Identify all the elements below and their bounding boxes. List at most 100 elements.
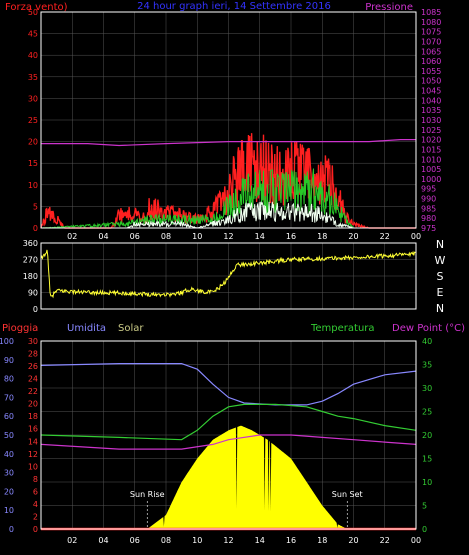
- humidity-tick-label: 20: [4, 487, 14, 496]
- temperature-tick-label: 25: [422, 408, 432, 417]
- x-tick-label: 06: [130, 232, 140, 241]
- x-tick-label: 12: [223, 536, 233, 545]
- x-tick-label: 10: [192, 536, 202, 545]
- rain-tick-label: 4: [33, 500, 38, 509]
- humidity-tick-label: 100: [0, 337, 14, 346]
- x-tick-label: 14: [255, 232, 265, 241]
- wind-speed-tick-label: 30: [28, 94, 38, 103]
- wind-speed-axis-label: Forza vento): [5, 2, 68, 13]
- x-tick-label: 18: [317, 536, 327, 545]
- x-tick-label: 22: [380, 536, 390, 545]
- x-tick-label: 02: [67, 232, 77, 241]
- legend-dewpoint: Dew Point (°C): [392, 323, 465, 334]
- rain-tick-label: 16: [28, 425, 38, 434]
- direction-series: [40, 249, 417, 299]
- humidity-tick-label: 60: [4, 412, 14, 421]
- x-tick-label: 20: [348, 232, 358, 241]
- x-tick-label: 08: [161, 536, 171, 545]
- rain-tick-label: 24: [28, 375, 38, 384]
- temperature-tick-label: 5: [422, 502, 427, 511]
- pressure-tick-label: 1060: [421, 57, 441, 66]
- chart-title: 24 hour graph ieri, 14 Settembre 2016: [137, 1, 331, 12]
- wind-speed-axis: 0 5 10 15 20 25 30 35 40 45 50: [28, 8, 38, 233]
- x-tick-label: 18: [317, 232, 327, 241]
- temperature-tick-label: 20: [422, 431, 432, 440]
- x-tick-label: 04: [98, 232, 108, 241]
- pressure-tick-label: 1040: [421, 96, 441, 105]
- sun-annotation-label: Sun Set: [332, 490, 363, 499]
- wind-speed-tick-label: 5: [33, 202, 38, 211]
- rain-tick-label: 0: [33, 525, 38, 534]
- x-tick-label: 22: [380, 232, 390, 241]
- wind-speed-tick-label: 50: [28, 8, 38, 17]
- x-tick-label: 20: [348, 536, 358, 545]
- pressure-tick-label: 1055: [421, 67, 441, 76]
- x-tick-label: 00: [411, 536, 421, 545]
- x-tick-label: 14: [255, 536, 265, 545]
- pressure-tick-label: 980: [421, 214, 436, 223]
- pressure-axis-label: Pressione: [365, 2, 413, 13]
- humidity-tick-label: 30: [4, 469, 14, 478]
- pressure-tick-label: 1085: [421, 8, 441, 17]
- rain-tick-label: 10: [28, 462, 38, 471]
- humidity-axis: 0 10 20 30 40 50 60 70 80 90 100: [0, 337, 14, 534]
- weather-panel-x-axis: 02 04 06 08 10 12 14 16 18 20 22 00: [67, 536, 421, 545]
- pressure-tick-label: 1015: [421, 145, 441, 154]
- humidity-tick-label: 90: [4, 356, 14, 365]
- weather-panel-frame: [40, 340, 417, 530]
- wind-panel-x-axis: 02 04 06 08 10 12 14 16 18 20 22 00: [67, 232, 421, 241]
- temperature-axis: 0 5 10 15 20 25 30 35 40: [422, 337, 432, 534]
- humidity-tick-label: 10: [4, 506, 14, 515]
- direction-tick-label: 360: [23, 239, 38, 248]
- temperature-tick-label: 35: [422, 361, 432, 370]
- pressure-tick-label: 1020: [421, 136, 441, 145]
- pressure-tick-label: 1030: [421, 116, 441, 125]
- rain-tick-label: 14: [28, 437, 38, 446]
- legend-solar: Solar: [118, 323, 144, 334]
- rain-tick-label: 8: [33, 475, 38, 484]
- x-tick-label: 10: [192, 232, 202, 241]
- pressure-tick-label: 1065: [421, 47, 441, 56]
- rain-tick-label: 6: [33, 487, 38, 496]
- humidity-tick-label: 0: [9, 525, 14, 534]
- temperature-tick-label: 0: [422, 525, 427, 534]
- pressure-tick-label: 1075: [421, 28, 441, 37]
- direction-panel-frame: [40, 242, 417, 310]
- direction-panel-series: [40, 249, 417, 299]
- compass-label: N: [436, 302, 444, 315]
- x-tick-label: 16: [286, 536, 296, 545]
- pressure-tick-label: 1000: [421, 175, 441, 184]
- pressure-tick-label: 1005: [421, 165, 441, 174]
- pressure-tick-label: 1050: [421, 77, 441, 86]
- rain-tick-label: 12: [28, 450, 38, 459]
- direction-tick-label: 0: [33, 305, 38, 314]
- temperature-tick-label: 15: [422, 455, 432, 464]
- wind-speed-tick-label: 15: [28, 159, 38, 168]
- wind-speed-tick-label: 20: [28, 138, 38, 147]
- direction-axis: 0 90 180 270 360: [23, 239, 38, 314]
- temperature-tick-label: 10: [422, 478, 432, 487]
- rain-tick-label: 28: [28, 350, 38, 359]
- humidity-tick-label: 40: [4, 450, 14, 459]
- legend-humidity: Umidita: [67, 323, 106, 334]
- direction-panel-grid: [41, 243, 417, 309]
- wind-speed-tick-label: 45: [28, 30, 38, 39]
- pressure-axis: 9759809859909951000100510101015102010251…: [421, 8, 441, 233]
- x-tick-label: 04: [98, 536, 108, 545]
- wind-speed-tick-label: 25: [28, 116, 38, 125]
- direction-tick-label: 180: [23, 272, 38, 281]
- compass-label: E: [437, 286, 444, 299]
- pressure-tick-label: 985: [421, 204, 436, 213]
- wind-speed-tick-label: 35: [28, 73, 38, 82]
- temperature-series: [40, 403, 417, 441]
- x-tick-label: 06: [130, 536, 140, 545]
- pressure-tick-label: 1035: [421, 106, 441, 115]
- rain-tick-label: 30: [28, 337, 38, 346]
- x-tick-label: 00: [411, 232, 421, 241]
- direction-tick-label: 90: [28, 289, 38, 298]
- x-tick-label: 16: [286, 232, 296, 241]
- pressure-series: [41, 139, 416, 147]
- pressure-tick-label: 990: [421, 195, 436, 204]
